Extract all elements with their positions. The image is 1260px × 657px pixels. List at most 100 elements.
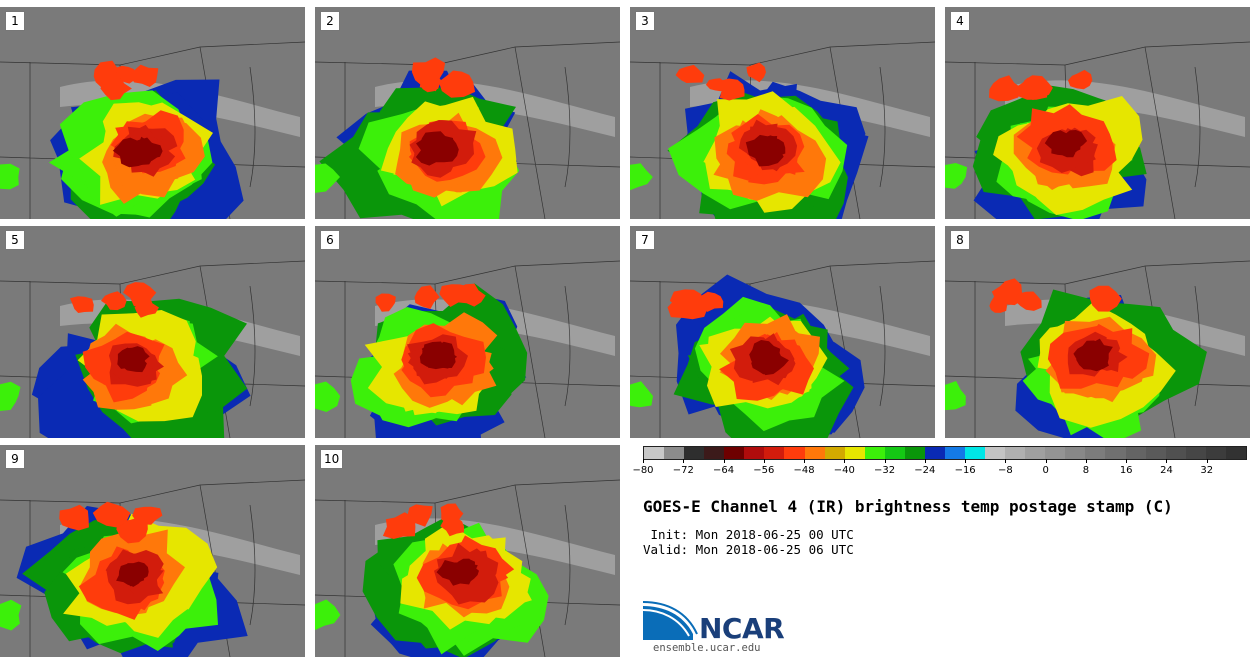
- ir-map: [315, 7, 620, 219]
- temperature-colorbar: [643, 446, 1247, 460]
- stamp-panel-1: 1: [0, 7, 305, 219]
- ir-cell: [116, 517, 148, 544]
- website-url[interactable]: ensemble.ucar.edu: [653, 642, 761, 654]
- colorbar-segment: [884, 447, 905, 459]
- panel-number: 8: [950, 230, 970, 250]
- ir-cell: [70, 296, 94, 313]
- colorbar-tick-label: −16: [954, 465, 976, 476]
- ir-cell: [945, 163, 968, 189]
- colorbar-segment: [1125, 447, 1146, 459]
- ir-cell: [630, 381, 653, 408]
- ir-cell: [1014, 291, 1042, 311]
- ir-cell: [718, 78, 745, 101]
- panel-number: 10: [320, 449, 344, 469]
- ir-cell: [382, 512, 416, 539]
- colorbar-tick-label: 16: [1119, 465, 1133, 476]
- valid-time: Valid: Mon 2018-06-25 06 UTC: [643, 542, 854, 557]
- ir-map: [630, 7, 935, 219]
- colorbar-labels: −80 −72 −64 −56 −48 −40 −32 −24 −16 −8 0 8 16 24 32: [632, 465, 1247, 479]
- ir-cell: [414, 285, 440, 309]
- stamp-panel-5: 5: [0, 226, 305, 438]
- ir-cloud-contour: [128, 136, 163, 165]
- ir-cell: [991, 278, 1023, 306]
- ir-map: [0, 445, 305, 657]
- colorbar-segment: [664, 447, 685, 459]
- stamp-panel-2: 2: [315, 7, 620, 219]
- colorbar-segment: [1165, 447, 1186, 459]
- colorbar-ticks: [643, 459, 1247, 463]
- ir-cell: [667, 291, 708, 320]
- colorbar-segment: [804, 447, 825, 459]
- colorbar-tick-label: −24: [914, 465, 936, 476]
- ncar-logo-icon: [643, 601, 698, 640]
- panel-number: 9: [5, 449, 25, 469]
- ir-map: [630, 226, 935, 438]
- colorbar-segment: [1225, 447, 1246, 459]
- ir-cell: [630, 163, 653, 191]
- ir-cloud-contour: [422, 343, 451, 368]
- colorbar-tick-label: 0: [1042, 465, 1049, 476]
- ir-cell: [1068, 69, 1093, 90]
- ir-map: [315, 226, 620, 438]
- colorbar-segment: [1005, 447, 1026, 459]
- colorbar-segment: [1065, 447, 1086, 459]
- panel-number: 3: [635, 11, 655, 31]
- stamp-panel-3: 3: [630, 7, 935, 219]
- ir-map: [0, 7, 305, 219]
- ir-cloud-contour: [745, 134, 784, 167]
- stamp-panel-6: 6: [315, 226, 620, 438]
- stamp-panel-9: 9: [0, 445, 305, 657]
- colorbar-segment: [965, 447, 986, 459]
- colorbar-tick-label: −40: [833, 465, 855, 476]
- colorbar-tick-mark: [643, 459, 644, 463]
- ir-cell: [59, 504, 89, 531]
- stamp-panel-10: 10: [315, 445, 620, 657]
- colorbar-tick-mark: [965, 459, 967, 463]
- colorbar-tick-mark: [1206, 459, 1208, 463]
- colorbar-tick-mark: [1045, 459, 1047, 463]
- colorbar-tick-label: −72: [672, 465, 694, 476]
- colorbar-tick-label: −32: [874, 465, 896, 476]
- ir-cell: [101, 291, 127, 311]
- stamp-panel-8: 8: [945, 226, 1250, 438]
- stamp-panel-7: 7: [630, 226, 935, 438]
- init-time: Init: Mon 2018-06-25 00 UTC: [643, 527, 854, 542]
- colorbar-segment: [944, 447, 965, 459]
- colorbar-tick-mark: [804, 459, 806, 463]
- ir-cell: [1089, 285, 1122, 312]
- ir-map: [945, 226, 1250, 438]
- ir-cloud-contour: [118, 346, 150, 367]
- ir-cloud-contour: [454, 559, 479, 583]
- colorbar-segment: [684, 447, 705, 459]
- panel-number: 6: [320, 230, 340, 250]
- colorbar-segment: [1145, 447, 1166, 459]
- ir-cell: [315, 599, 341, 631]
- ir-cell: [92, 501, 131, 528]
- colorbar-segment: [864, 447, 885, 459]
- panel-number: 7: [635, 230, 655, 250]
- ir-map: [945, 7, 1250, 219]
- ir-cloud-contour: [1051, 137, 1076, 158]
- ir-cloud-contour: [125, 561, 149, 580]
- ir-cell: [411, 57, 446, 87]
- ir-cell: [0, 381, 21, 411]
- colorbar-segment: [784, 447, 805, 459]
- colorbar-segment: [824, 447, 845, 459]
- ir-cloud-contour: [749, 340, 781, 366]
- colorbar-segment: [924, 447, 945, 459]
- panel-number: 5: [5, 230, 25, 250]
- colorbar-tick-mark: [763, 459, 765, 463]
- colorbar-tick-mark: [844, 459, 846, 463]
- colorbar-tick-label: −48: [793, 465, 815, 476]
- ncar-logo-text: NCAR: [699, 612, 785, 645]
- colorbar-segment: [1185, 447, 1206, 459]
- colorbar-tick-label: −56: [753, 465, 775, 476]
- colorbar-segment: [1205, 447, 1226, 459]
- colorbar-tick-label: 24: [1160, 465, 1173, 476]
- ir-cloud-contour: [1075, 338, 1113, 369]
- panel-number: 1: [5, 11, 25, 31]
- colorbar-tick-mark: [924, 459, 926, 463]
- ir-cell: [0, 599, 22, 631]
- colorbar-segment: [704, 447, 725, 459]
- colorbar-tick-mark: [1166, 459, 1168, 463]
